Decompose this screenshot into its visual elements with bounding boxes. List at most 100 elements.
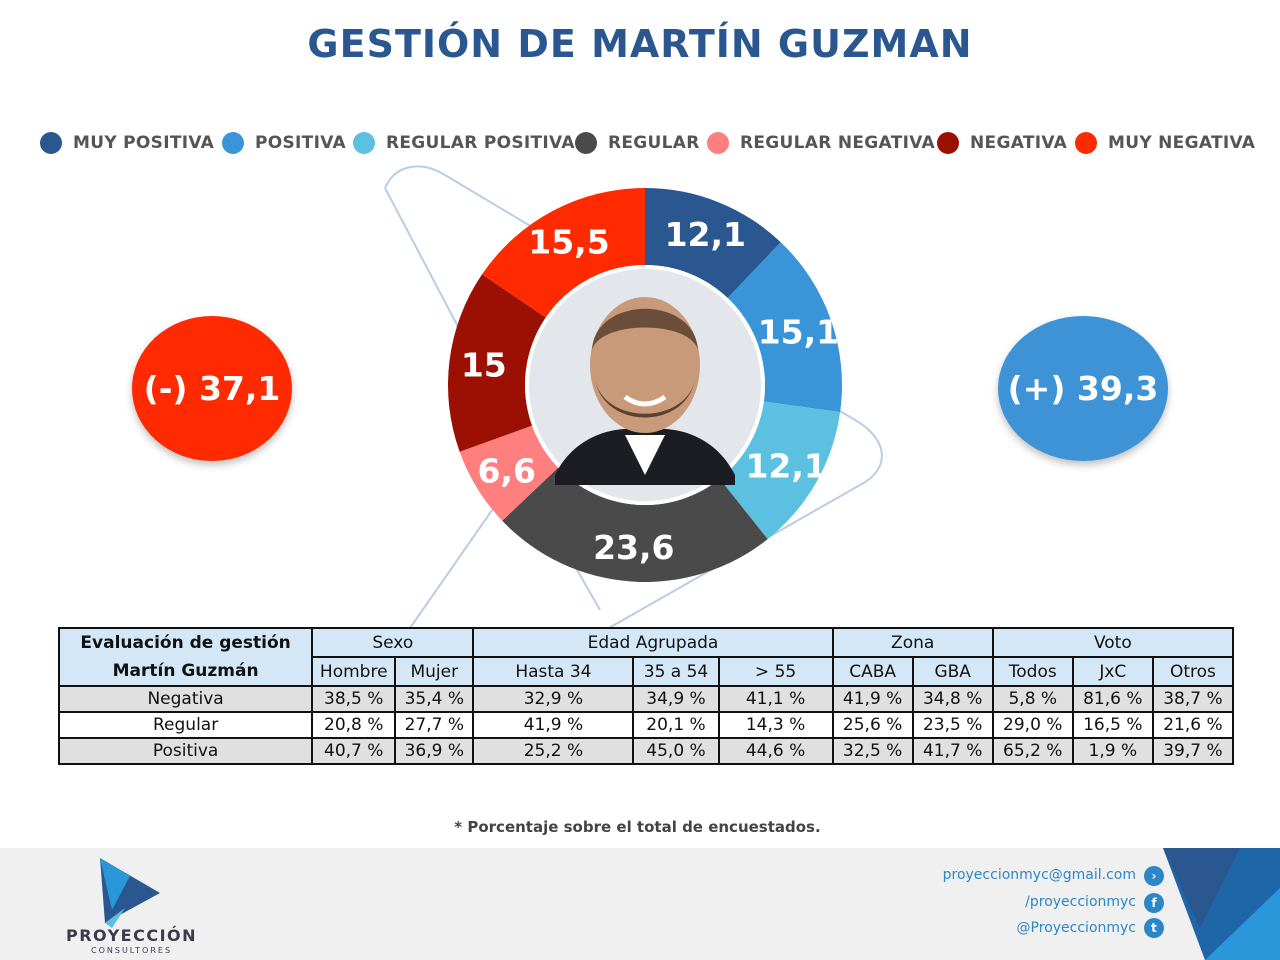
legend-item-regular-positiva: REGULAR POSITIVA <box>353 132 575 154</box>
table-cell: 20,1 % <box>632 711 720 739</box>
portrait-photo <box>525 265 765 505</box>
table-cell: 34,8 % <box>911 685 994 713</box>
table-column-header-row: Hombre Mujer Hasta 34 35 a 54 > 55 CABA … <box>59 656 1235 687</box>
legend-item-positiva: POSITIVA <box>222 132 346 154</box>
table-cell: 39,7 % <box>1151 737 1235 765</box>
table-cell: 41,9 % <box>472 711 635 739</box>
column-header: Hasta 34 <box>472 656 635 687</box>
chart-legend: MUY POSITIVA POSITIVA REGULAR POSITIVA R… <box>30 132 1270 164</box>
table-cell: 45,0 % <box>632 737 720 765</box>
donut-value-label: 12,1 <box>745 447 826 486</box>
contact-email[interactable]: proyeccionmyc@gmail.com <box>942 867 1136 883</box>
table-cell: 25,2 % <box>472 737 635 765</box>
donut-slice-muy-positiva <box>645 188 781 299</box>
table-cell: 41,1 % <box>717 685 834 713</box>
table-cell: 29,0 % <box>991 711 1074 739</box>
group-header-edad: Edad Agrupada <box>472 627 834 658</box>
contact-twitter[interactable]: @Proyeccionmyc <box>1016 920 1136 936</box>
negative-total-bubble: (-) 37,1 <box>132 316 292 461</box>
table-cell: 35,4 % <box>394 685 475 713</box>
table-cell: 5,8 % <box>991 685 1074 713</box>
evaluation-table: Evaluación de gestión Martín Guzmán Sexo… <box>57 627 1235 765</box>
legend-swatch <box>575 132 597 154</box>
facebook-icon: f <box>1144 893 1164 913</box>
legend-label: REGULAR POSITIVA <box>386 133 575 153</box>
legend-item-muy-positiva: MUY POSITIVA <box>40 132 214 154</box>
legend-item-muy-negativa: MUY NEGATIVA <box>1075 132 1255 154</box>
column-header: Todos <box>991 656 1074 687</box>
table-row-positiva: Positiva 40,7 % 36,9 % 25,2 % 45,0 % 44,… <box>57 737 1235 765</box>
legend-swatch <box>937 132 959 154</box>
legend-label: NEGATIVA <box>970 133 1068 153</box>
legend-label: MUY NEGATIVA <box>1108 133 1256 153</box>
group-header-sexo: Sexo <box>311 627 475 658</box>
table-cell: 32,9 % <box>472 685 635 713</box>
legend-swatch <box>40 132 62 154</box>
footer <box>0 848 1280 960</box>
table-cell: 81,6 % <box>1071 685 1154 713</box>
table-cell: 34,9 % <box>632 685 720 713</box>
table-row-regular: Regular 20,8 % 27,7 % 41,9 % 20,1 % 14,3… <box>57 711 1235 739</box>
donut-chart: 12,1 15,1 12,1 23,6 6,6 15 15,5 <box>448 188 842 582</box>
table-cell: 40,7 % <box>311 737 397 765</box>
donut-value-label: 15,1 <box>758 312 839 351</box>
column-header: > 55 <box>717 656 834 687</box>
chevron-right-icon: › <box>1144 866 1164 886</box>
legend-label: REGULAR <box>608 133 700 153</box>
table-cell: 23,5 % <box>911 711 994 739</box>
brand-logo-icon <box>100 858 160 928</box>
table-cell: 16,5 % <box>1071 711 1154 739</box>
donut-slice-regular <box>502 467 768 582</box>
group-header-voto: Voto <box>991 627 1235 658</box>
row-label: Regular <box>57 711 314 739</box>
legend-swatch <box>707 132 729 154</box>
table-row-negativa: Negativa 38,5 % 35,4 % 32,9 % 34,9 % 41,… <box>57 685 1235 713</box>
corner-shape-top <box>1163 848 1240 928</box>
legend-swatch <box>1075 132 1097 154</box>
table-cell: 41,9 % <box>831 685 914 713</box>
column-header: Hombre <box>311 656 397 687</box>
table-cell: 27,7 % <box>394 711 475 739</box>
legend-label: MUY POSITIVA <box>73 133 215 153</box>
legend-item-regular: REGULAR <box>575 132 700 154</box>
table-cell: 20,8 % <box>311 711 397 739</box>
table-cell: 41,7 % <box>911 737 994 765</box>
brand-name: PROYECCIÓN <box>66 926 198 945</box>
column-header: JxC <box>1071 656 1154 687</box>
page-title: GESTIÓN DE MARTÍN GUZMAN <box>307 22 973 66</box>
donut-value-label: 15,5 <box>528 222 609 261</box>
legend-label: REGULAR NEGATIVA <box>740 133 935 153</box>
table-cell: 38,5 % <box>311 685 397 713</box>
row-label: Positiva <box>57 737 314 765</box>
column-header: GBA <box>911 656 994 687</box>
table-corner-cell: Evaluación de gestión Martín Guzmán <box>57 627 314 687</box>
column-header: 35 a 54 <box>632 656 720 687</box>
donut-value-label: 15 <box>461 346 507 385</box>
donut-slice-muy-negativa <box>482 188 645 318</box>
table-cell: 44,6 % <box>717 737 834 765</box>
footer-graphics <box>100 848 1280 960</box>
legend-swatch <box>353 132 375 154</box>
positive-total-bubble: (+) 39,3 <box>998 316 1168 461</box>
donut-value-label: 12,1 <box>665 215 746 254</box>
donut-value-label: 6,6 <box>477 451 535 490</box>
legend-item-regular-negativa: REGULAR NEGATIVA <box>707 132 935 154</box>
column-header: Otros <box>1151 656 1235 687</box>
donut-value-label: 23,6 <box>593 528 674 567</box>
column-header: CABA <box>831 656 914 687</box>
group-header-zona: Zona <box>831 627 994 658</box>
column-header: Mujer <box>394 656 475 687</box>
table-cell: 38,7 % <box>1151 685 1235 713</box>
donut-slice-regular-positiva <box>719 401 841 540</box>
legend-label: POSITIVA <box>255 133 346 153</box>
table-cell: 65,2 % <box>991 737 1074 765</box>
contact-facebook[interactable]: /proyeccionmyc <box>1025 894 1136 910</box>
table-cell: 21,6 % <box>1151 711 1235 739</box>
table-cell: 1,9 % <box>1071 737 1154 765</box>
donut-slice-regular-negativa <box>459 425 559 521</box>
legend-item-negativa: NEGATIVA <box>937 132 1067 154</box>
table-group-header-row: Evaluación de gestión Martín Guzmán Sexo… <box>57 627 1235 687</box>
table-cell: 14,3 % <box>717 711 834 739</box>
legend-swatch <box>222 132 244 154</box>
table-cell: 25,6 % <box>831 711 914 739</box>
